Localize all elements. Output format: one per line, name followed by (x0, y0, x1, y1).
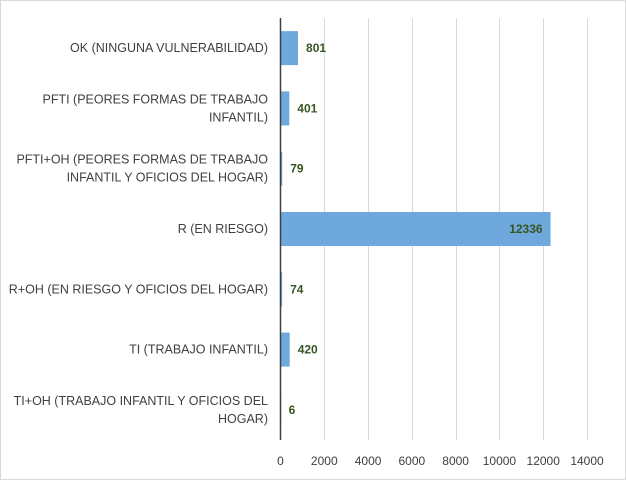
bar-1 (280, 91, 290, 126)
category-label-3-0: R (EN RIESGO) (178, 222, 268, 236)
data-label-2: 79 (290, 162, 304, 176)
x-tick-label-12000: 12000 (527, 454, 561, 468)
bar-3 (280, 212, 551, 246)
category-label-0-0: OK (NINGUNA VULNERABILIDAD) (70, 41, 268, 55)
category-label-1-0: PFTI (PEORES FORMAS DE TRABAJO (43, 92, 269, 106)
x-tick-label-14000: 14000 (570, 454, 604, 468)
x-tick-label-6000: 6000 (399, 454, 426, 468)
x-tick-label-0: 0 (277, 454, 284, 468)
x-tick-label-4000: 4000 (355, 454, 382, 468)
x-tick-label-10000: 10000 (483, 454, 517, 468)
data-label-4: 74 (290, 282, 304, 296)
data-label-0: 801 (306, 41, 326, 55)
bar-5 (280, 332, 290, 367)
bar-2 (280, 151, 283, 186)
category-label-2-1: INFANTIL Y OFICIOS DEL HOGAR) (67, 171, 268, 185)
category-label-5-0: TI (TRABAJO INFANTIL) (129, 343, 268, 357)
category-label-6-0: TI+OH (TRABAJO INFANTIL Y OFICIOS DEL (14, 394, 268, 408)
bar-0 (280, 31, 299, 66)
category-label-2-0: PFTI+OH (PEORES FORMAS DE TRABAJO (16, 153, 268, 167)
data-label-6: 6 (289, 403, 296, 417)
data-label-5: 420 (298, 343, 318, 357)
bar-4 (280, 272, 283, 307)
category-label-1-1: INFANTIL) (209, 110, 268, 124)
category-label-4-0: R+OH (EN RIESGO Y OFICIOS DEL HOGAR) (9, 282, 268, 296)
category-label-6-1: HOGAR) (218, 412, 268, 426)
x-tick-label-2000: 2000 (311, 454, 338, 468)
data-label-1: 401 (297, 101, 317, 115)
x-tick-label-8000: 8000 (442, 454, 469, 468)
data-label-3: 12336 (509, 222, 543, 236)
